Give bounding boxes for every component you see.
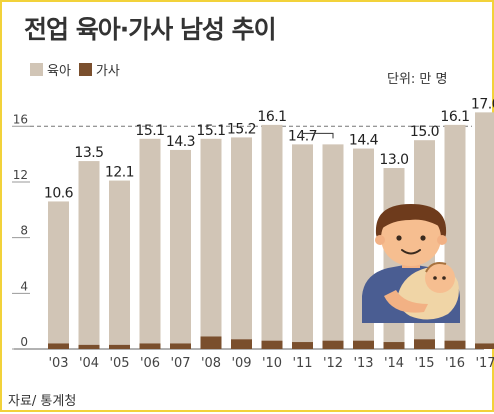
x-tick-label: '05 [109,356,129,371]
bar-value-label: 16.1 [440,109,469,125]
bar-value-label: 14.3 [166,134,195,150]
legend-swatch-housework [78,63,92,76]
bar-housework [475,343,494,349]
bar-childcare [170,149,191,344]
x-tick-label: '14 [384,356,404,371]
bar-childcare [231,137,252,340]
legend-label-housework: 가사 [95,64,120,79]
x-tick-label: '13 [353,356,373,371]
bracket-2011-2012 [302,132,334,139]
baby-eye-left [433,276,437,280]
bar-childcare [48,201,69,344]
bar-value-label: 15.1 [135,123,164,139]
y-tick-label: 16 [13,112,28,126]
bar-housework [231,339,252,349]
bar-housework [444,340,466,349]
father-ear-left [375,235,385,245]
y-tick-label: 0 [20,335,28,349]
bar-childcare [139,138,161,344]
bar-value-label: 14.4 [349,133,379,149]
bar-housework [292,342,313,349]
x-tick-label: '08 [201,356,221,371]
bar-housework [200,336,222,349]
father-eye-left [396,235,402,241]
y-tick-label: 4 [20,279,28,293]
x-tick-label: '09 [231,356,251,371]
bar-housework [261,340,283,349]
bar-value-label: 15.2 [227,121,256,137]
bar-value-label: 15.1 [196,123,225,139]
father-face [381,210,441,266]
bar-housework [109,344,130,349]
bar-childcare [109,180,130,345]
legend-item-childcare: 육아 [30,60,71,79]
bar-childcare [200,138,222,337]
bar-housework [48,343,69,349]
x-tick-label: '04 [79,356,99,371]
bar-value-label: 12.1 [105,165,134,181]
x-tick-label: '10 [262,356,282,371]
x-tick-label: '12 [323,356,343,371]
x-tick-label: '15 [414,356,434,371]
father-hair-top [380,206,442,230]
bar-value-label: 17.0 [471,96,494,112]
x-tick-label: '03 [48,356,68,371]
x-tick-label: '07 [170,356,190,371]
bar-housework [383,342,405,349]
bar-housework [353,340,374,349]
father-arm [384,290,428,313]
bar-value-label: 16.1 [257,109,286,125]
bar-housework [139,343,161,349]
y-tick-label: 12 [13,168,28,182]
bar-childcare [261,124,283,341]
legend-swatch-childcare [30,63,43,76]
legend-label-childcare: 육아 [47,64,71,79]
bar-housework [414,339,435,349]
father-smile [401,249,421,255]
baby-head [425,263,455,293]
bar-housework [78,344,100,349]
bar-childcare [322,144,344,341]
source-note: 자료/ 통계청 [8,394,77,409]
bar-value-label: 15.0 [410,124,439,140]
baby-eye-right [442,276,446,280]
legend-item-housework: 가사 [78,60,120,79]
bar-value-label: 13.5 [74,145,103,161]
x-tick-label: '16 [445,356,465,371]
bar-childcare [292,144,313,343]
father-holding-baby-icon [362,204,460,323]
chart-title: 전업 육아·가사 남성 추이 [24,15,277,44]
bar-childcare [78,161,100,345]
unit-label: 단위: 만 명 [387,72,448,87]
father-ear-right [437,235,447,245]
baby-hair [425,262,447,273]
x-tick-label: '17 [475,356,494,371]
legend: 육아 가사 [30,60,120,79]
bar-value-label: 13.0 [379,152,408,168]
father-eye-right [420,235,426,241]
y-tick-label: 8 [20,224,28,238]
x-tick-label: '11 [292,356,312,371]
bar-value-label: 10.6 [44,185,74,201]
x-tick-label: '06 [140,356,160,371]
bar-housework [170,343,191,349]
bar-childcare [475,112,494,344]
bar-housework [322,340,344,349]
